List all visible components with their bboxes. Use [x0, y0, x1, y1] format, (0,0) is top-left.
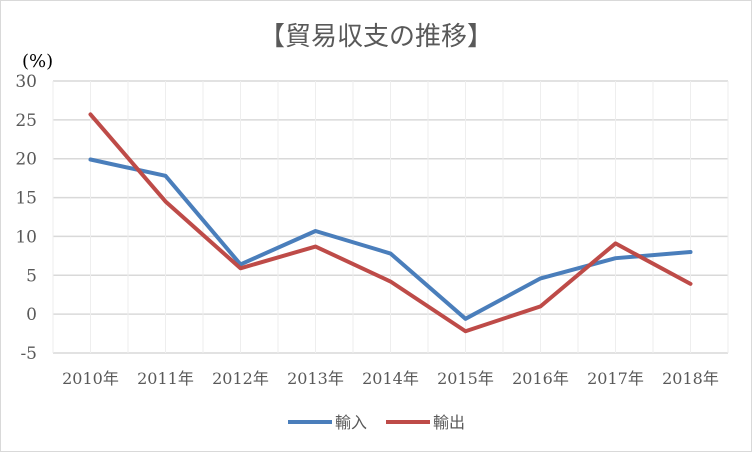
x-tick-label: 2011年 — [137, 369, 194, 388]
chart-title: 【貿易収支の推移】 — [259, 22, 493, 52]
y-tick-label: -5 — [20, 344, 37, 364]
legend-label: 輸出 — [433, 413, 465, 432]
x-tick-label: 2010年 — [62, 369, 119, 388]
x-tick-label: 2014年 — [362, 369, 419, 388]
y-tick-label: 20 — [15, 150, 37, 170]
y-tick-label: 30 — [15, 72, 37, 92]
x-tick-label: 2016年 — [512, 369, 569, 388]
y-tick-label: 5 — [26, 266, 37, 286]
series-line-export — [88, 112, 693, 334]
y-tick-label: 10 — [15, 227, 37, 247]
x-tick-label: 2015年 — [437, 369, 494, 388]
x-tick-label: 2013年 — [287, 369, 344, 388]
y-tick-label: 15 — [15, 189, 37, 209]
y-tick-label: 0 — [26, 305, 37, 325]
x-tick-label: 2017年 — [587, 369, 644, 388]
y-tick-label: 25 — [15, 111, 37, 131]
x-tick-label: 2018年 — [662, 369, 719, 388]
y-axis-label: (%) — [22, 51, 53, 72]
x-tick-label: 2012年 — [212, 369, 269, 388]
legend-label: 輸入 — [335, 413, 367, 432]
